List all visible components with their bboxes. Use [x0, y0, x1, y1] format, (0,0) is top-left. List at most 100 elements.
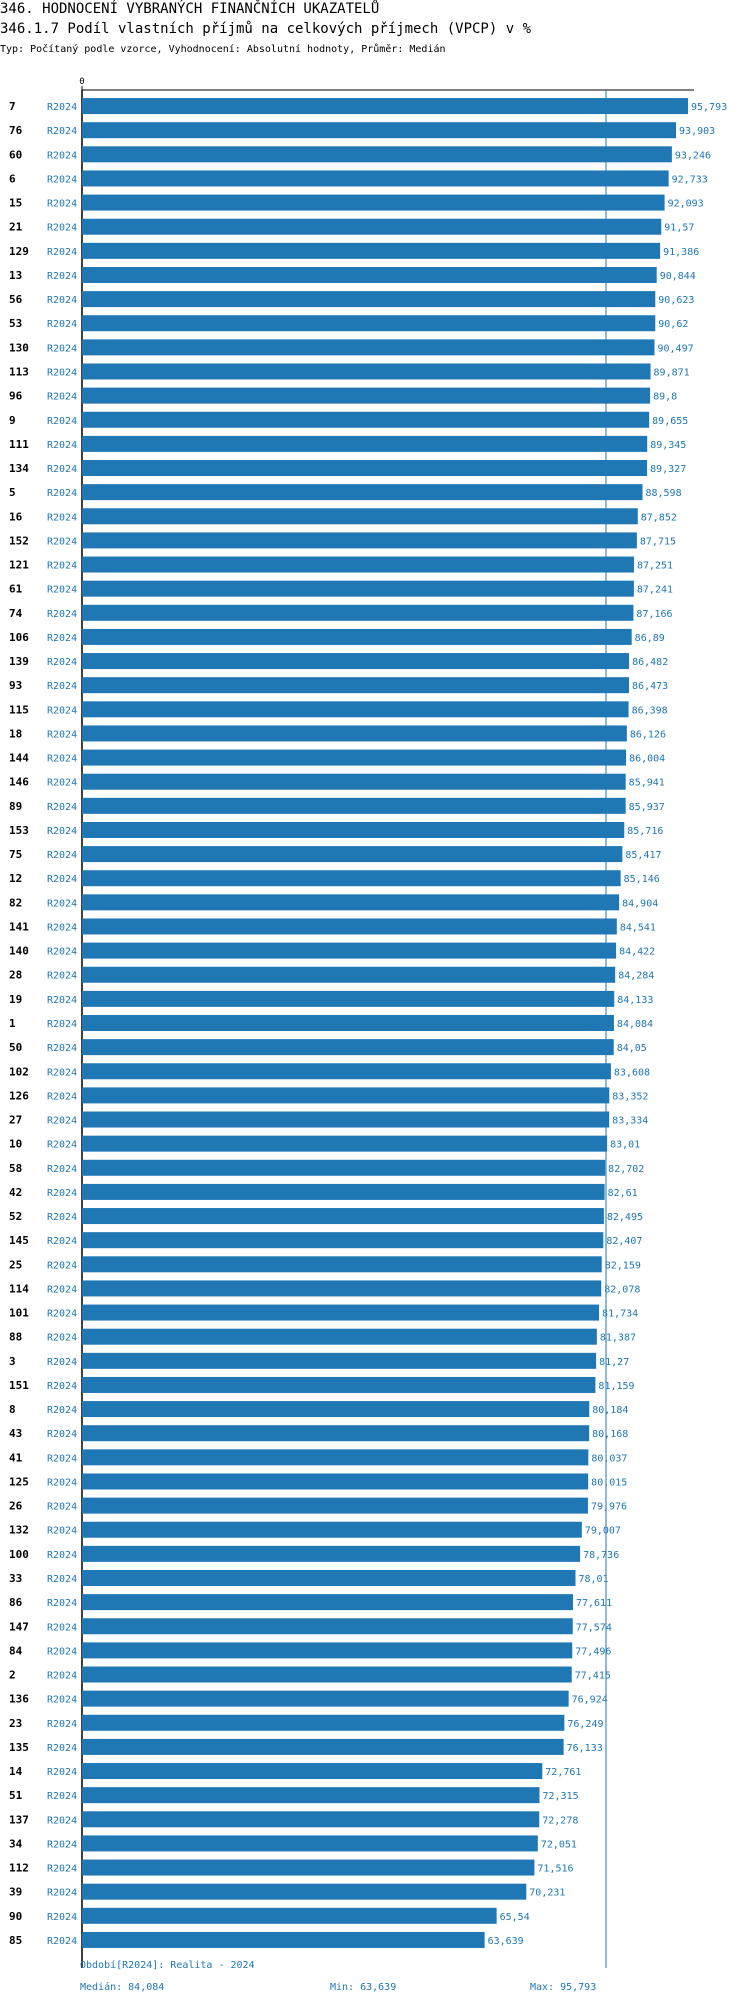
bar-value-label: 88,598: [645, 488, 681, 499]
row-period-label: R2024: [47, 1888, 77, 1899]
row-period-label: R2024: [47, 1357, 77, 1368]
row-id-label: 7: [9, 100, 16, 113]
bar-value-label: 84,05: [617, 1043, 647, 1054]
row-period-label: R2024: [47, 1864, 77, 1875]
bar-value-label: 84,422: [619, 947, 655, 958]
bar: [82, 1859, 535, 1876]
bar-value-label: 87,852: [641, 512, 677, 523]
bar-value-label: 76,133: [567, 1743, 603, 1754]
bar: [82, 291, 656, 308]
bar-value-label: 81,387: [600, 1333, 636, 1344]
row-id-label: 151: [9, 1379, 29, 1392]
bar: [82, 1111, 610, 1128]
bar-value-label: 86,473: [632, 681, 668, 692]
bar-value-label: 80,015: [591, 1477, 627, 1488]
row-id-label: 9: [9, 414, 16, 427]
bar-value-label: 81,159: [598, 1381, 634, 1392]
bar: [82, 1811, 540, 1828]
row-period-label: R2024: [47, 1212, 77, 1223]
bar: [82, 242, 661, 259]
row-period-label: R2024: [47, 1043, 77, 1054]
bar-value-label: 85,417: [625, 850, 661, 861]
row-id-label: 132: [9, 1524, 29, 1537]
row-period-label: R2024: [47, 1019, 77, 1030]
row-id-label: 152: [9, 534, 29, 547]
row-id-label: 121: [9, 559, 29, 572]
bar: [82, 1015, 614, 1032]
bar: [82, 1642, 573, 1659]
row-period-label: R2024: [47, 1260, 77, 1271]
bar-value-label: 90,497: [657, 343, 693, 354]
bar-value-label: 86,398: [632, 705, 668, 716]
row-period-label: R2024: [47, 1309, 77, 1320]
row-id-label: 5: [9, 486, 16, 499]
bar: [82, 1835, 538, 1852]
bar: [82, 1787, 540, 1804]
row-id-label: 60: [9, 148, 22, 161]
row-id-label: 23: [9, 1717, 22, 1730]
bar-value-label: 89,871: [654, 367, 690, 378]
row-id-label: 82: [9, 896, 22, 909]
row-period-label: R2024: [47, 150, 77, 161]
bar-value-label: 77,611: [576, 1598, 612, 1609]
row-period-label: R2024: [47, 1574, 77, 1585]
bar: [82, 1328, 597, 1345]
row-id-label: 2: [9, 1669, 16, 1682]
row-period-label: R2024: [47, 1067, 77, 1078]
bar-chart: 0 7 R2024 95,793 76 R2024 93,903 60 R2024 93,246 6…: [9, 77, 727, 1969]
bar-value-label: 93,903: [679, 126, 715, 137]
bar-value-label: 77,574: [576, 1622, 612, 1633]
bar: [82, 363, 651, 380]
row-id-label: 58: [9, 1162, 22, 1175]
row-period-label: R2024: [47, 319, 77, 330]
bar: [82, 508, 638, 525]
row-id-label: 145: [9, 1234, 29, 1247]
bar-value-label: 85,716: [627, 826, 663, 837]
bar-value-label: 72,051: [541, 1839, 577, 1850]
bar-value-label: 78,736: [583, 1550, 619, 1561]
chart-title: 346. HODNOCENÍ VYBRANÝCH FINANČNÍCH UKAZ…: [0, 1, 380, 17]
bar-value-label: 92,733: [672, 174, 708, 185]
row-period-label: R2024: [47, 1164, 77, 1175]
row-id-label: 74: [9, 607, 23, 620]
row-id-label: 18: [9, 727, 22, 740]
median-text: Medián: 84,084: [80, 1982, 165, 1993]
bar: [82, 628, 632, 645]
row-id-label: 56: [9, 293, 23, 306]
row-period-label: R2024: [47, 1550, 77, 1561]
bar: [82, 725, 627, 742]
bar-value-label: 84,541: [620, 922, 656, 933]
row-period-label: R2024: [47, 729, 77, 740]
bar-value-label: 85,941: [629, 778, 665, 789]
bar: [82, 1594, 573, 1611]
row-id-label: 125: [9, 1475, 29, 1488]
row-id-label: 26: [9, 1500, 23, 1513]
bar: [82, 98, 688, 115]
bar-value-label: 82,495: [607, 1212, 643, 1223]
bar-value-label: 82,61: [608, 1188, 638, 1199]
bar: [82, 315, 656, 332]
bar-value-label: 89,327: [650, 464, 686, 475]
bar: [82, 1497, 588, 1514]
bar: [82, 1425, 590, 1442]
bar-value-label: 79,976: [591, 1502, 627, 1513]
bar-value-label: 89,345: [650, 440, 686, 451]
row-id-label: 101: [9, 1307, 29, 1320]
row-period-label: R2024: [47, 1912, 77, 1923]
row-id-label: 21: [9, 221, 23, 234]
row-id-label: 75: [9, 848, 22, 861]
row-period-label: R2024: [47, 1671, 77, 1682]
row-period-label: R2024: [47, 1622, 77, 1633]
bar: [82, 1666, 572, 1683]
bar: [82, 894, 620, 911]
bar: [82, 339, 655, 356]
row-period-label: R2024: [47, 1719, 77, 1730]
bar-value-label: 91,386: [663, 247, 699, 258]
row-period-label: R2024: [47, 102, 77, 113]
row-id-label: 14: [9, 1765, 23, 1778]
bar: [82, 556, 634, 573]
row-id-label: 25: [9, 1258, 22, 1271]
bar: [82, 532, 637, 549]
bar-value-label: 72,761: [545, 1767, 581, 1778]
row-period-label: R2024: [47, 199, 77, 210]
